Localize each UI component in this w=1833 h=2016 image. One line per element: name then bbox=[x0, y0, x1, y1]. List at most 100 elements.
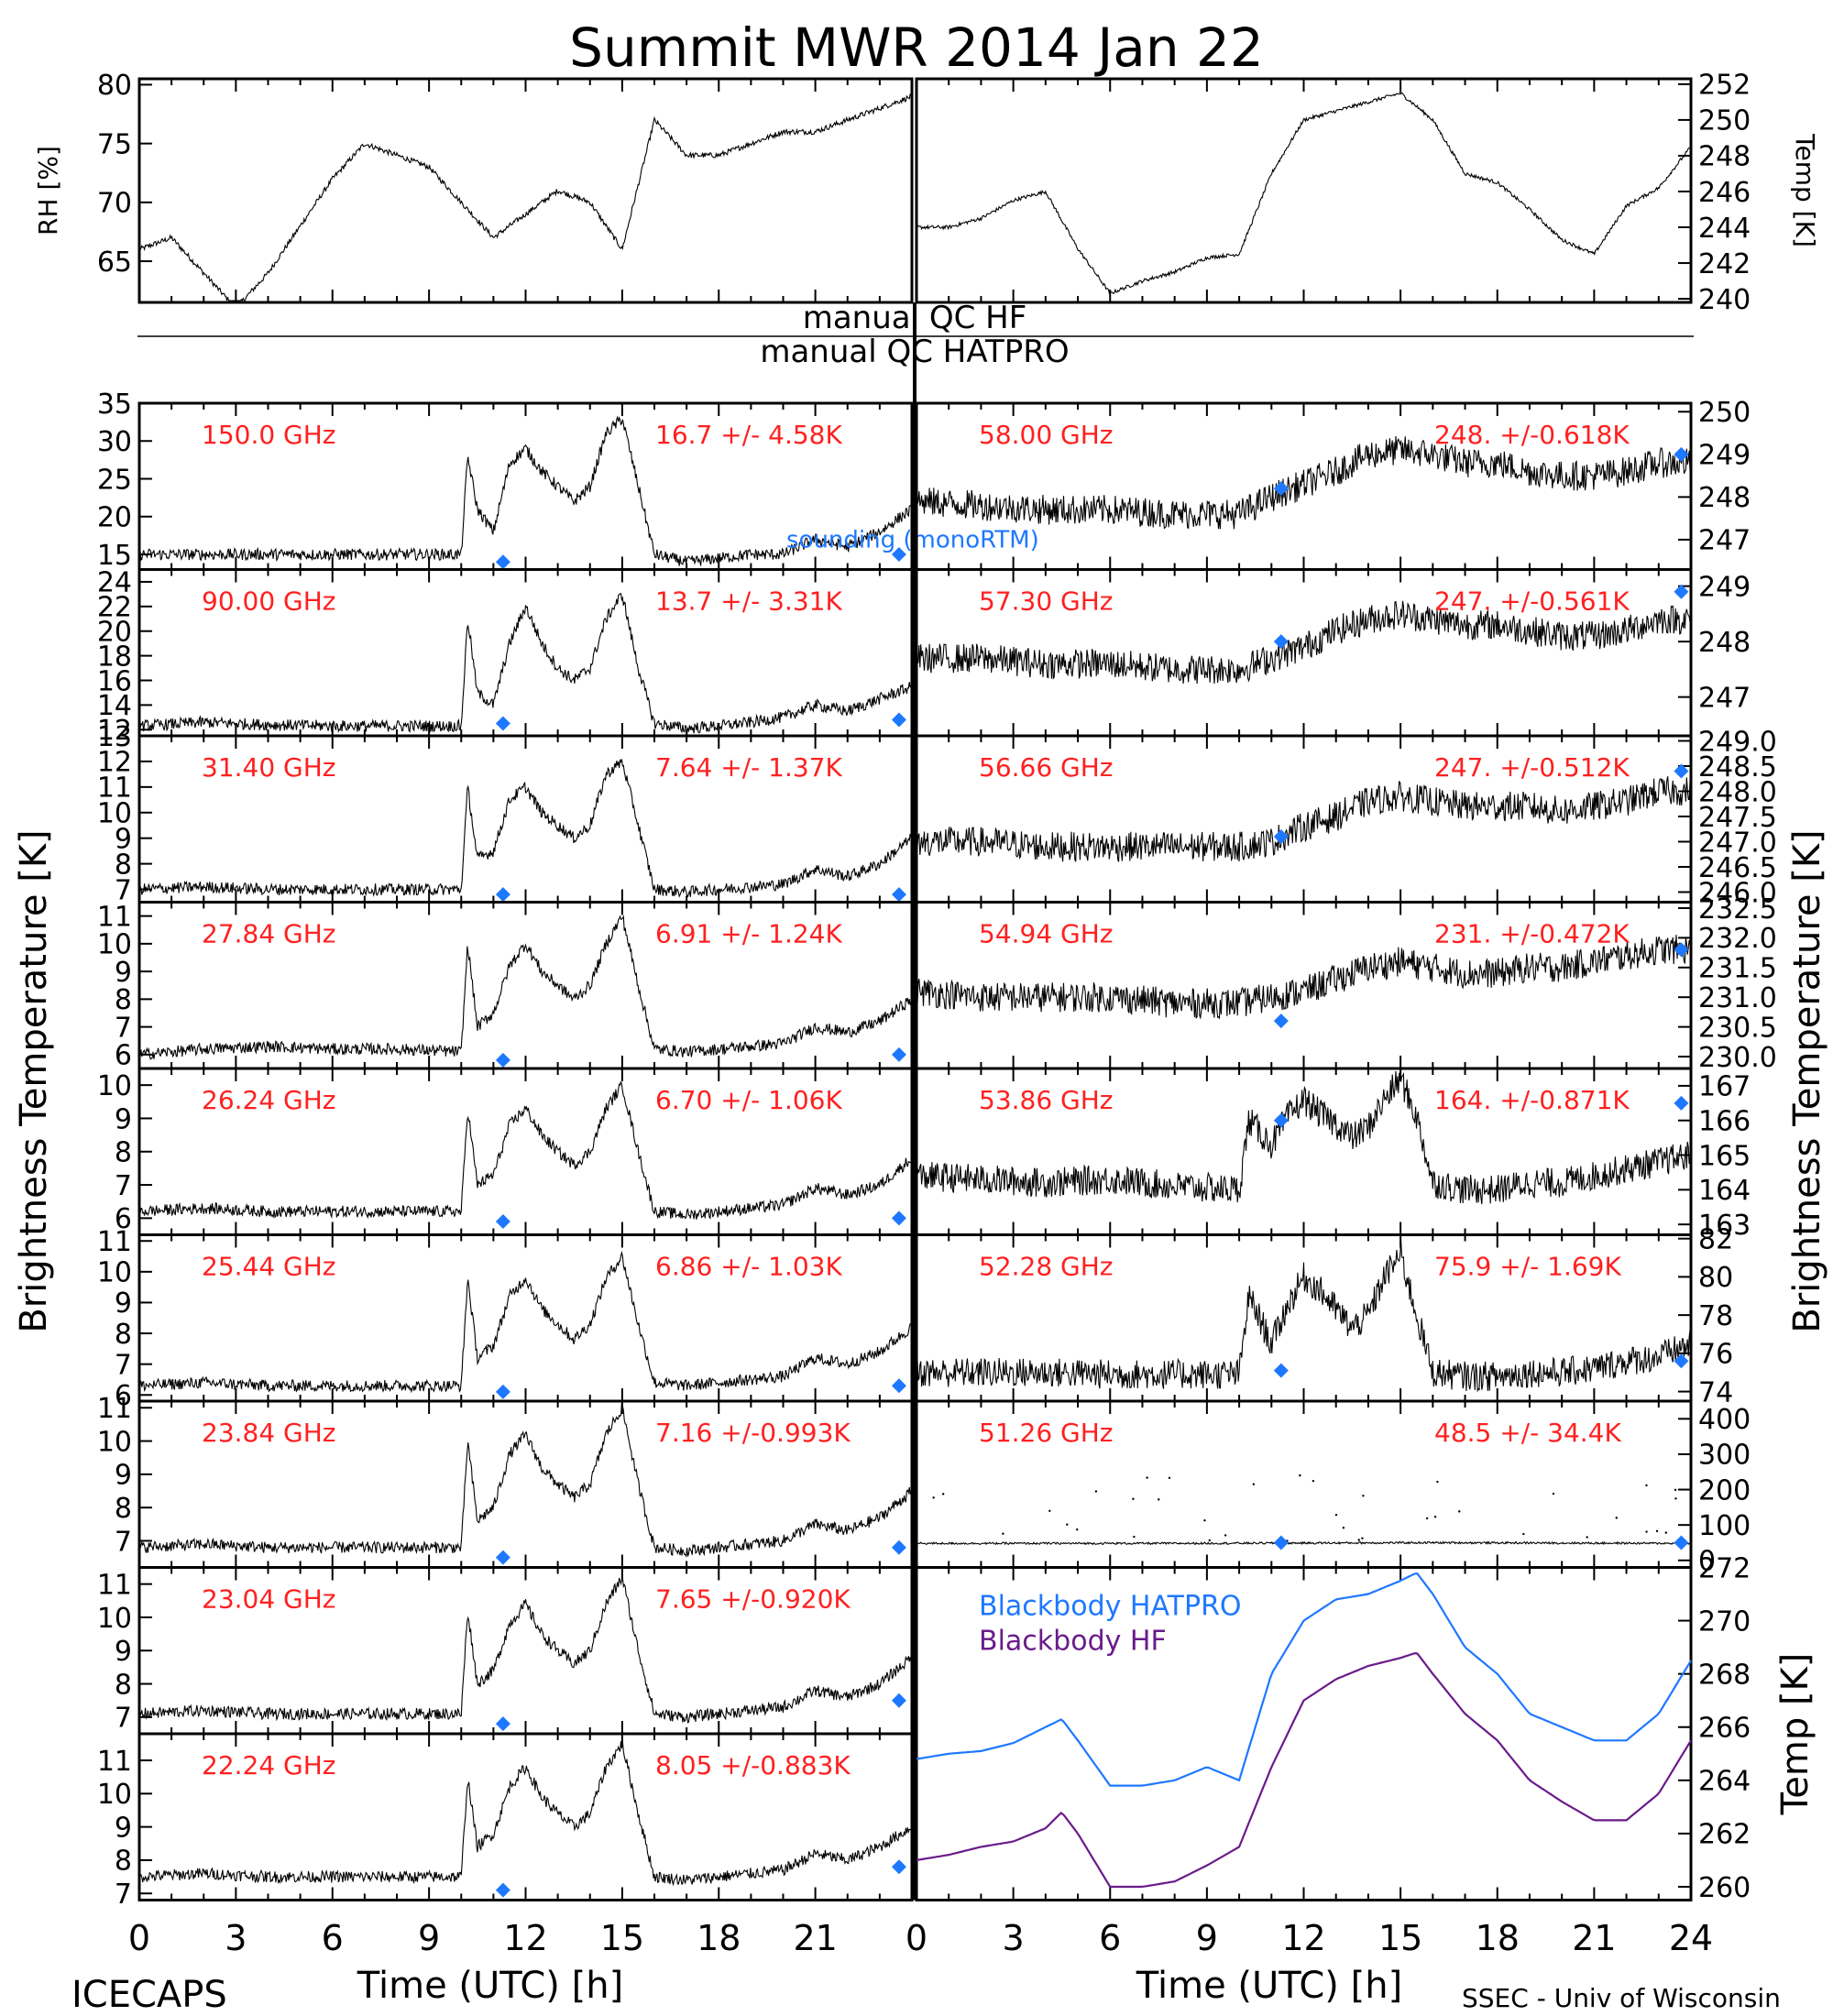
sounding-marker bbox=[891, 547, 906, 562]
y-tick-label: 82 bbox=[1698, 1223, 1733, 1255]
y-tick-label: 165 bbox=[1698, 1140, 1751, 1172]
figure-title: Summit MWR 2014 Jan 22 bbox=[569, 16, 1264, 79]
ylabel-brightness-left: Brightness Temperature [K] bbox=[13, 829, 55, 1332]
x-tick-label: 3 bbox=[1003, 1918, 1025, 1958]
y-tick-label: 8 bbox=[115, 1493, 132, 1525]
y-tick-label: 252 bbox=[1698, 70, 1751, 102]
sounding-marker bbox=[891, 1693, 906, 1708]
outlier-point bbox=[1664, 1531, 1668, 1534]
sounding-marker bbox=[1674, 446, 1689, 462]
x-tick-label: 15 bbox=[1378, 1918, 1422, 1958]
y-tick-label: 12 bbox=[97, 715, 132, 747]
legend-bb-hatpro: Blackbody HATPRO bbox=[979, 1591, 1242, 1623]
y-tick-label: 8 bbox=[115, 1846, 132, 1878]
outlier-point bbox=[1674, 1488, 1677, 1492]
outlier-point bbox=[1615, 1517, 1618, 1519]
channel-stat: 6.91 +/- 1.24K bbox=[655, 919, 842, 949]
outlier-point bbox=[1132, 1497, 1135, 1500]
y-tick-label: 248 bbox=[1698, 482, 1751, 514]
y-tick-label: 70 bbox=[97, 188, 132, 220]
channel-stat: 7.16 +/-0.993K bbox=[655, 1418, 851, 1448]
sounding-marker bbox=[495, 887, 510, 903]
rh-axis-label: RH [%] bbox=[33, 146, 63, 236]
y-tick-label: 167 bbox=[1698, 1071, 1751, 1103]
y-tick-label: 249.0 bbox=[1698, 726, 1777, 758]
y-tick-label: 25 bbox=[97, 464, 132, 496]
y-tick-label: 6 bbox=[115, 1380, 132, 1412]
y-tick-label: 20 bbox=[97, 617, 132, 649]
series-line-tb53 bbox=[916, 1070, 1692, 1205]
outlier-point bbox=[950, 1542, 953, 1545]
y-tick-label: 248.5 bbox=[1698, 751, 1777, 783]
x-tick-label: 24 bbox=[1669, 1918, 1713, 1958]
outlier-point bbox=[1334, 1513, 1338, 1517]
y-tick-label: 11 bbox=[97, 1226, 132, 1258]
sounding-marker bbox=[1273, 1013, 1289, 1029]
y-tick-label: 166 bbox=[1698, 1106, 1751, 1138]
sounding-marker bbox=[495, 1716, 510, 1732]
y-tick-label: 264 bbox=[1698, 1766, 1751, 1798]
outlier-point bbox=[1066, 1523, 1069, 1526]
y-tick-label: 22 bbox=[97, 592, 132, 624]
sounding-marker bbox=[891, 1378, 906, 1394]
y-tick-label: 80 bbox=[97, 70, 132, 102]
y-tick-label: 9 bbox=[115, 1636, 132, 1668]
sounding-marker bbox=[891, 1539, 906, 1555]
sounding-marker bbox=[495, 1550, 510, 1565]
outlier-point bbox=[1133, 1535, 1136, 1539]
outlier-point bbox=[1252, 1483, 1256, 1485]
channel-label: 23.04 GHz bbox=[202, 1584, 336, 1615]
x-tick-label: 0 bbox=[906, 1918, 927, 1958]
channel-stat: 164. +/-0.871K bbox=[1434, 1085, 1630, 1115]
sounding-marker bbox=[1273, 481, 1289, 497]
y-tick-label: 164 bbox=[1698, 1175, 1751, 1207]
channel-label: 26.24 GHz bbox=[202, 1085, 336, 1115]
y-tick-label: 74 bbox=[1698, 1376, 1733, 1408]
series-line-tb56 bbox=[916, 776, 1692, 863]
bb-hf-line bbox=[916, 1651, 1692, 1889]
y-tick-label: 11 bbox=[97, 772, 132, 805]
y-tick-label: 100 bbox=[1698, 1510, 1751, 1542]
y-tick-label: 35 bbox=[97, 389, 132, 421]
channel-label: 54.94 GHz bbox=[979, 919, 1114, 949]
x-tick-label: 18 bbox=[697, 1918, 741, 1958]
y-tick-label: 11 bbox=[97, 1393, 132, 1425]
y-tick-label: 10 bbox=[97, 929, 132, 961]
y-tick-label: 30 bbox=[97, 426, 132, 458]
series-line-tb52 bbox=[916, 1241, 1692, 1393]
sounding-marker bbox=[1674, 763, 1689, 779]
y-tick-label: 10 bbox=[97, 1603, 132, 1635]
y-tick-label: 249 bbox=[1698, 571, 1751, 603]
series-line-tb22 bbox=[138, 1740, 913, 1887]
outlier-point bbox=[1168, 1476, 1171, 1480]
series-line-tb150 bbox=[138, 415, 913, 566]
series-line-tb54 bbox=[916, 935, 1692, 1020]
y-tick-label: 231.5 bbox=[1698, 953, 1777, 985]
series-line-tb26 bbox=[138, 1081, 913, 1220]
temp-panel-frame bbox=[915, 77, 1693, 304]
y-tick-label: 11 bbox=[97, 901, 132, 933]
y-tick-label: 248 bbox=[1698, 141, 1751, 173]
channel-stat: 7.64 +/- 1.37K bbox=[655, 752, 842, 783]
outlier-point bbox=[1076, 1528, 1079, 1531]
outlier-point bbox=[941, 1493, 945, 1496]
outlier-point bbox=[1522, 1532, 1525, 1536]
bb-hatpro-line bbox=[916, 1572, 1692, 1787]
temp-axis-label: Temp [K] bbox=[1790, 133, 1820, 247]
y-tick-label: 65 bbox=[97, 247, 132, 279]
sounding-marker bbox=[495, 1882, 510, 1898]
y-tick-label: 249 bbox=[1698, 440, 1751, 472]
channel-stat: 231. +/-0.472K bbox=[1434, 919, 1630, 949]
outlier-point bbox=[1458, 1510, 1461, 1513]
sounding-legend: sounding (monoRTM) bbox=[786, 527, 1039, 554]
channel-label: 57.30 GHz bbox=[979, 586, 1114, 617]
sounding-marker bbox=[1674, 1353, 1689, 1369]
outlier-point bbox=[1094, 1490, 1098, 1493]
y-tick-label: 240 bbox=[1698, 284, 1751, 316]
qc-hf-label: manual QC HF bbox=[803, 300, 1027, 336]
outlier-point bbox=[1645, 1484, 1648, 1487]
channel-label: 51.26 GHz bbox=[979, 1418, 1114, 1448]
outlier-point bbox=[932, 1496, 935, 1499]
bb-axis-label: Temp [K] bbox=[1774, 1653, 1817, 1816]
